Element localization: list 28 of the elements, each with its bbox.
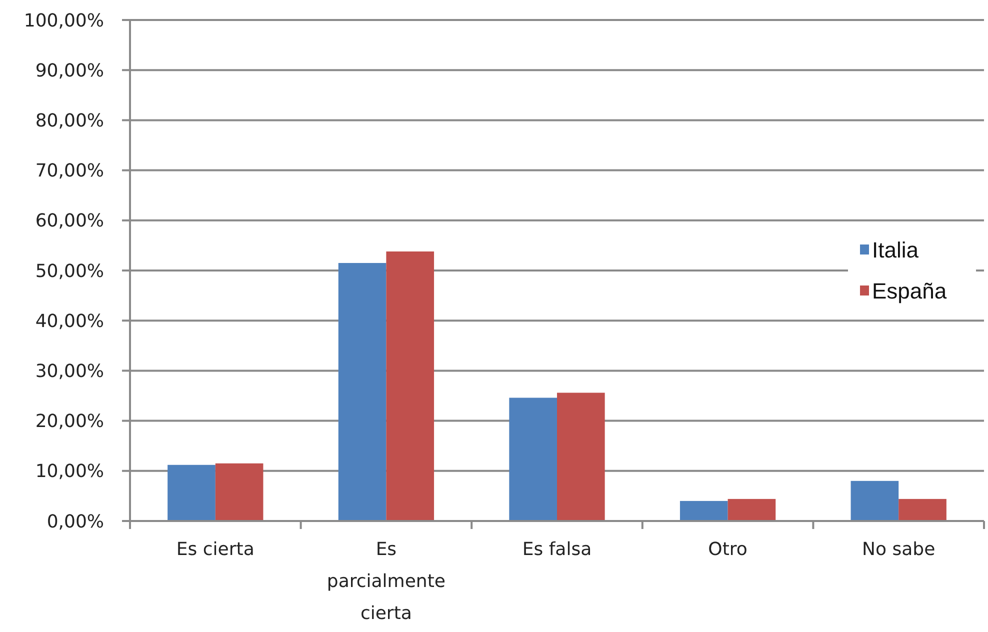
bar bbox=[680, 500, 728, 521]
bar bbox=[557, 392, 605, 521]
x-tick-label: No sabe bbox=[862, 539, 936, 560]
y-tick-label: 90,00% bbox=[35, 60, 104, 82]
legend-label: España bbox=[872, 278, 948, 304]
bar bbox=[386, 251, 434, 521]
y-tick-label: 40,00% bbox=[35, 310, 104, 332]
y-tick-label: 30,00% bbox=[35, 361, 104, 382]
x-tick-label: Es parcialmente cierta bbox=[326, 539, 446, 624]
x-tick-label: Es cierta bbox=[176, 539, 254, 560]
y-tick-label: 20,00% bbox=[35, 411, 104, 432]
bar bbox=[215, 463, 264, 521]
bar bbox=[509, 398, 557, 521]
y-tick-label: 0,00% bbox=[46, 511, 104, 532]
y-tick-label: 50,00% bbox=[35, 260, 104, 282]
y-tick-label: 70,00% bbox=[35, 160, 104, 182]
bar bbox=[850, 480, 899, 521]
bar bbox=[728, 498, 776, 521]
bar bbox=[338, 262, 386, 521]
y-tick-label: 80,00% bbox=[35, 110, 104, 132]
y-tick-label: 60,00% bbox=[35, 210, 104, 232]
y-tick-label: 100,00% bbox=[24, 10, 104, 32]
bar bbox=[898, 498, 946, 521]
legend-label: Italia bbox=[872, 237, 920, 262]
bar bbox=[168, 464, 216, 521]
x-tick-label: Otro bbox=[708, 539, 748, 560]
x-tick-label: Es falsa bbox=[522, 539, 592, 560]
y-tick-label: 10,00% bbox=[35, 461, 104, 482]
